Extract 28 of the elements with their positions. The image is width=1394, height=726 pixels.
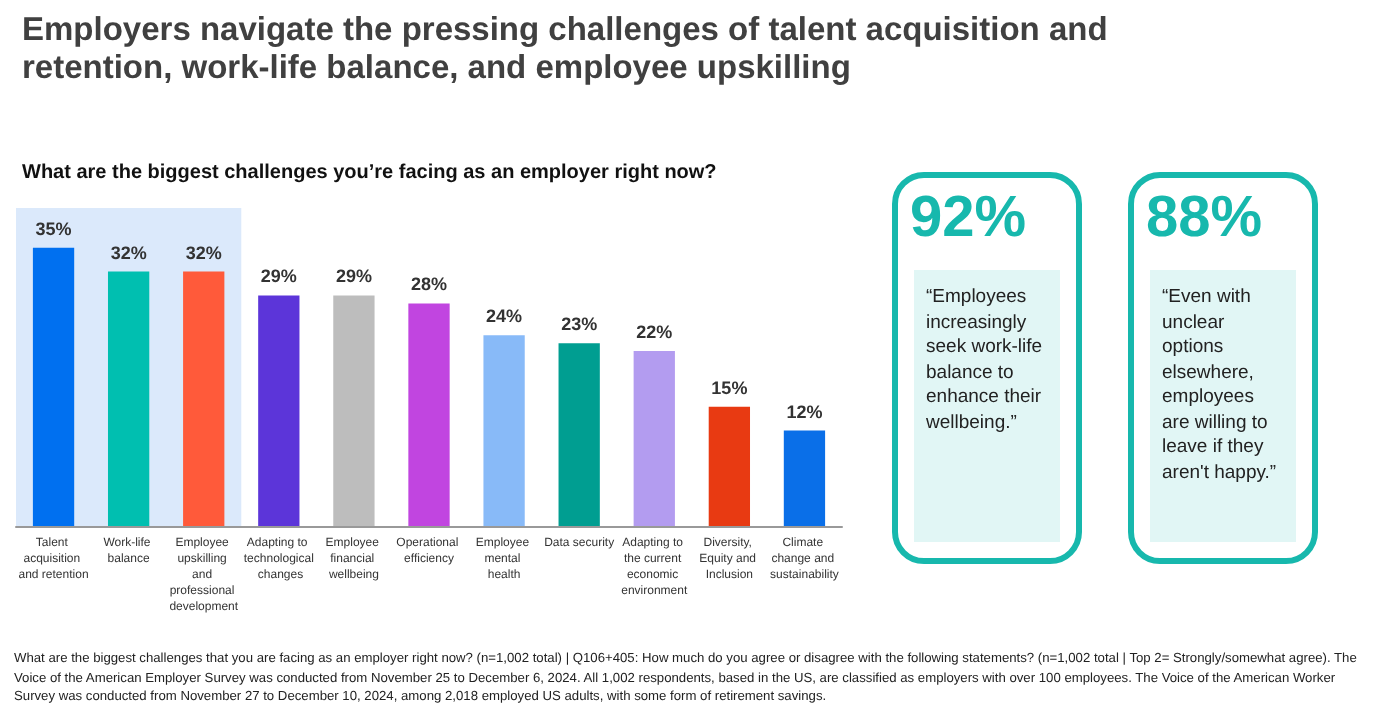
bar (558, 343, 600, 526)
bar (258, 295, 300, 526)
chart-subtitle: What are the biggest challenges you’re facing as an employer right now? (22, 162, 717, 184)
data-label: 12% (786, 401, 823, 422)
data-label: 22% (636, 322, 673, 343)
bar (333, 295, 375, 526)
chart-title: Employers navigate the pressing challenges of talent acquisition and retention, work-life balance, and employee upskilling (22, 12, 1110, 88)
data-label: 32% (110, 242, 147, 263)
data-label: 32% (185, 242, 222, 263)
bar (32, 247, 75, 526)
text: 88% (1146, 186, 1263, 252)
bar (483, 335, 525, 526)
data-label: 35% (35, 218, 72, 239)
data-label: 29% (335, 266, 372, 287)
data-label: 24% (486, 306, 523, 327)
data-label: 29% (260, 266, 297, 287)
text: “Even with unclear options elsewhere, employees are willing to leave if they aren't happy.” (1150, 270, 1296, 542)
bar (708, 406, 751, 526)
data-label: 15% (711, 377, 748, 398)
data-label: 28% (410, 274, 448, 295)
bar (783, 430, 826, 526)
data-label: 23% (561, 314, 598, 335)
bar (107, 271, 150, 526)
text: 92% (910, 186, 1027, 252)
bar (183, 271, 225, 526)
bar (408, 303, 450, 526)
text: “Employees increasingly seek work-life balance to enhance their wellbeing.” (914, 270, 1060, 542)
bar (633, 351, 675, 526)
